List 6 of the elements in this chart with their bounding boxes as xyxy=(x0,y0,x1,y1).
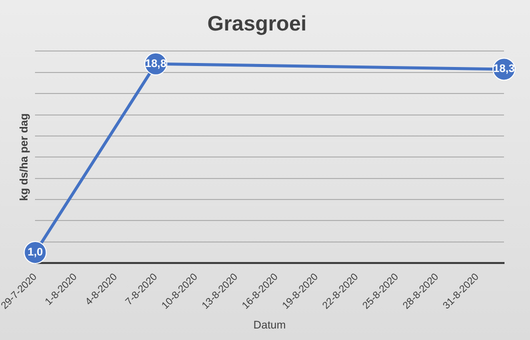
data-label: 1,0 xyxy=(28,246,43,259)
data-label: 18,8 xyxy=(145,58,166,70)
chart-title: Grasgroei xyxy=(207,12,307,36)
x-axis-title: Datum xyxy=(253,319,286,332)
y-axis-title: kg ds/ha per dag xyxy=(18,113,31,201)
data-label: 18,3 xyxy=(493,63,515,76)
